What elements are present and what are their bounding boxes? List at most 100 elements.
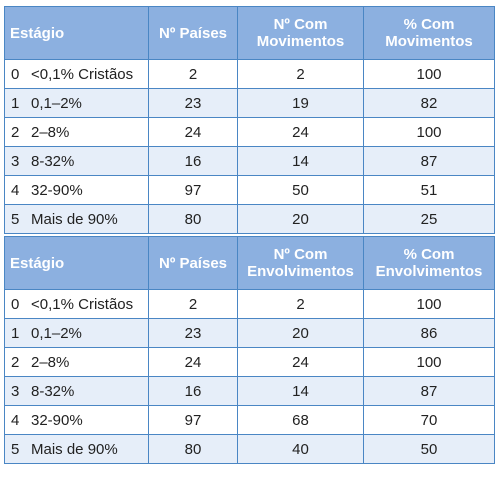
countries-cell: 2 — [148, 289, 238, 319]
stage-label: 2–8% — [31, 353, 70, 371]
stage-cell: 0 <0,1% Cristãos — [4, 59, 149, 89]
countries-cell: 16 — [148, 146, 238, 176]
count-cell: 20 — [237, 318, 364, 348]
stage-cell: 0 <0,1% Cristãos — [4, 289, 149, 319]
stage-label: 0,1–2% — [31, 94, 82, 112]
countries-cell: 16 — [148, 376, 238, 406]
table-row: 5 Mais de 90% 80 20 25 — [4, 204, 495, 234]
stage-cell: 5 Mais de 90% — [4, 434, 149, 464]
stage-number: 1 — [11, 94, 20, 112]
stage-number: 5 — [11, 210, 20, 228]
header-stage: Estágio — [4, 6, 149, 60]
table-row: 4 32-90% 97 50 51 — [4, 175, 495, 205]
countries-cell: 23 — [148, 88, 238, 118]
count-cell: 2 — [237, 289, 364, 319]
header-percent: % Com Envolvimentos — [363, 236, 495, 290]
stage-cell: 2 2–8% — [4, 347, 149, 377]
countries-cell: 2 — [148, 59, 238, 89]
stage-number: 5 — [11, 440, 20, 458]
count-cell: 50 — [237, 175, 364, 205]
stage-number: 2 — [11, 123, 20, 141]
count-cell: 24 — [237, 347, 364, 377]
percent-cell: 100 — [363, 347, 495, 377]
stage-label: <0,1% Cristãos — [31, 295, 134, 313]
stage-label: Mais de 90% — [31, 210, 118, 228]
stage-cell: 1 0,1–2% — [4, 318, 149, 348]
table-row: 0 <0,1% Cristãos 2 2 100 — [4, 289, 495, 319]
count-cell: 20 — [237, 204, 364, 234]
movements-table: Estágio Nº Países Nº Com Movimentos % Co… — [4, 6, 495, 234]
countries-cell: 80 — [148, 204, 238, 234]
percent-cell: 86 — [363, 318, 495, 348]
stage-label: Mais de 90% — [31, 440, 118, 458]
stage-label: 0,1–2% — [31, 324, 82, 342]
countries-cell: 24 — [148, 117, 238, 147]
count-cell: 24 — [237, 117, 364, 147]
header-count-line1: Nº Com — [273, 16, 328, 33]
stage-label: 8-32% — [31, 382, 75, 400]
involvements-table: Estágio Nº Países Nº Com Envolvimentos %… — [4, 236, 495, 464]
table-row: 1 0,1–2% 23 19 82 — [4, 88, 495, 118]
table-row: 1 0,1–2% 23 20 86 — [4, 318, 495, 348]
countries-cell: 23 — [148, 318, 238, 348]
countries-cell: 97 — [148, 405, 238, 435]
count-cell: 68 — [237, 405, 364, 435]
stage-cell: 1 0,1–2% — [4, 88, 149, 118]
table-row: 4 32-90% 97 68 70 — [4, 405, 495, 435]
header-count: Nº Com Envolvimentos — [237, 236, 364, 290]
count-cell: 14 — [237, 146, 364, 176]
header-percent-line1: % Com — [403, 16, 455, 33]
header-percent-line2: Envolvimentos — [375, 263, 483, 280]
header-count: Nº Com Movimentos — [237, 6, 364, 60]
countries-cell: 97 — [148, 175, 238, 205]
stage-number: 1 — [11, 324, 20, 342]
header-countries: Nº Países — [148, 6, 238, 60]
stage-number: 0 — [11, 65, 20, 83]
header-count-line2: Envolvimentos — [247, 263, 354, 280]
percent-cell: 50 — [363, 434, 495, 464]
table-row: 3 8-32% 16 14 87 — [4, 146, 495, 176]
stage-label: 32-90% — [31, 181, 83, 199]
table-header-row: Estágio Nº Países Nº Com Envolvimentos %… — [4, 236, 495, 290]
header-stage: Estágio — [4, 236, 149, 290]
stage-number: 4 — [11, 411, 20, 429]
stage-number: 0 — [11, 295, 20, 313]
stage-number: 3 — [11, 152, 20, 170]
stage-cell: 3 8-32% — [4, 146, 149, 176]
stage-label: 2–8% — [31, 123, 70, 141]
count-cell: 2 — [237, 59, 364, 89]
stage-number: 2 — [11, 353, 20, 371]
stage-cell: 5 Mais de 90% — [4, 204, 149, 234]
percent-cell: 25 — [363, 204, 495, 234]
table-header-row: Estágio Nº Países Nº Com Movimentos % Co… — [4, 6, 495, 60]
countries-cell: 24 — [148, 347, 238, 377]
table-row: 2 2–8% 24 24 100 — [4, 117, 495, 147]
table-row: 2 2–8% 24 24 100 — [4, 347, 495, 377]
percent-cell: 70 — [363, 405, 495, 435]
count-cell: 40 — [237, 434, 364, 464]
stage-cell: 4 32-90% — [4, 405, 149, 435]
stage-label: 32-90% — [31, 411, 83, 429]
stage-number: 3 — [11, 382, 20, 400]
stage-cell: 3 8-32% — [4, 376, 149, 406]
percent-cell: 100 — [363, 289, 495, 319]
stage-number: 4 — [11, 181, 20, 199]
percent-cell: 87 — [363, 376, 495, 406]
header-count-line1: Nº Com — [273, 246, 328, 263]
count-cell: 14 — [237, 376, 364, 406]
countries-cell: 80 — [148, 434, 238, 464]
table-row: 5 Mais de 90% 80 40 50 — [4, 434, 495, 464]
stage-label: <0,1% Cristãos — [31, 65, 134, 83]
header-countries: Nº Países — [148, 236, 238, 290]
header-count-line2: Movimentos — [256, 33, 345, 50]
percent-cell: 87 — [363, 146, 495, 176]
table-row: 0 <0,1% Cristãos 2 2 100 — [4, 59, 495, 89]
percent-cell: 100 — [363, 59, 495, 89]
stage-cell: 4 32-90% — [4, 175, 149, 205]
percent-cell: 51 — [363, 175, 495, 205]
header-percent-line2: Movimentos — [385, 33, 473, 50]
header-percent-line1: % Com — [403, 246, 455, 263]
percent-cell: 82 — [363, 88, 495, 118]
table-row: 3 8-32% 16 14 87 — [4, 376, 495, 406]
header-percent: % Com Movimentos — [363, 6, 495, 60]
